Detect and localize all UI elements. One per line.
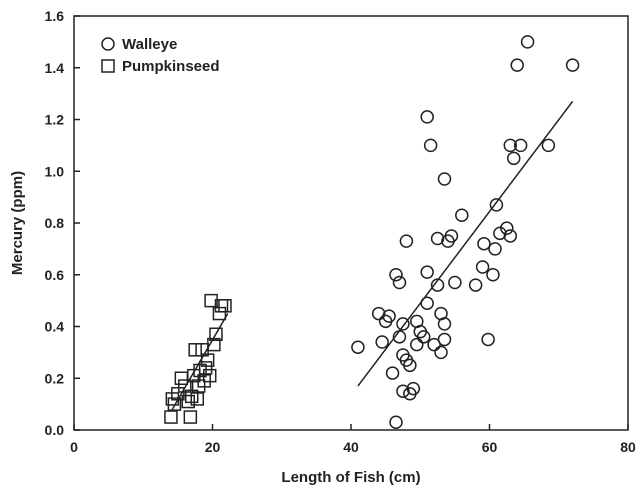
y-axis-title: Mercury (ppm) (9, 171, 26, 275)
data-point-walleye (506, 151, 521, 166)
data-point-walleye (510, 58, 524, 72)
data-point-walleye (477, 236, 491, 251)
data-point-pumpkinseed (202, 368, 217, 383)
data-point-walleye (420, 265, 434, 279)
x-tick-label: 40 (343, 439, 359, 455)
trendline-walleye (357, 100, 574, 387)
data-point-walleye (389, 268, 403, 282)
legend-label-walleye: Walleye (122, 36, 177, 53)
data-point-pumpkinseed (164, 410, 178, 424)
series-walleye (351, 35, 580, 429)
data-point-walleye (420, 110, 434, 124)
data-point-pumpkinseed (181, 394, 196, 409)
x-tick-label: 0 (70, 439, 78, 455)
data-point-walleye (481, 332, 495, 347)
data-point-pumpkinseed (200, 353, 215, 367)
data-point-pumpkinseed (204, 293, 218, 308)
x-tick-label: 20 (205, 439, 221, 455)
data-point-walleye (396, 384, 410, 398)
y-tick-label: 1.0 (45, 163, 65, 179)
series-pumpkinseed (164, 293, 232, 424)
data-point-walleye (371, 306, 386, 321)
data-point-pumpkinseed (174, 371, 189, 385)
data-point-walleye (503, 229, 518, 243)
data-point-walleye (437, 172, 452, 186)
y-tick-label: 0.8 (45, 215, 65, 231)
y-tick-label: 1.2 (45, 112, 65, 128)
data-point-walleye (448, 275, 462, 290)
data-point-walleye (430, 231, 445, 246)
trendline-pumpkinseed (171, 313, 229, 410)
data-point-walleye (520, 35, 535, 49)
data-point-walleye (434, 345, 448, 360)
data-point-pumpkinseed (198, 361, 213, 375)
x-axis-title: Length of Fish (cm) (281, 469, 420, 486)
data-point-walleye (410, 337, 424, 352)
data-point-walleye (513, 138, 528, 153)
x-tick-label: 80 (620, 439, 636, 455)
data-point-walleye (500, 221, 514, 235)
data-point-walleye (396, 317, 410, 331)
data-point-walleye (430, 278, 445, 292)
data-point-walleye (541, 138, 556, 153)
y-tick-label: 1.4 (45, 60, 65, 76)
data-point-walleye (489, 198, 504, 212)
data-point-walleye (375, 335, 389, 349)
data-point-walleye (416, 330, 431, 344)
data-point-pumpkinseed (188, 343, 202, 357)
y-tick-label: 0.4 (45, 319, 65, 335)
marks-layer (164, 35, 580, 429)
data-point-walleye (392, 275, 407, 290)
legend-pumpkinseed-marker (101, 59, 115, 73)
data-point-walleye (493, 226, 507, 241)
legend-label-pumpkinseed: Pumpkinseed (122, 58, 220, 75)
data-point-walleye (486, 268, 500, 282)
data-point-walleye (399, 234, 414, 248)
data-point-walleye (403, 358, 417, 373)
data-point-pumpkinseed (190, 392, 205, 406)
data-point-pumpkinseed (183, 410, 198, 424)
legend-walleye-marker (101, 37, 115, 51)
data-point-walleye (427, 337, 441, 352)
data-point-pumpkinseed (178, 379, 192, 393)
data-point-walleye (389, 415, 403, 429)
data-point-walleye (385, 366, 400, 380)
y-tick-label: 0.6 (45, 267, 65, 283)
y-tick-label: 0.0 (45, 422, 65, 438)
data-point-pumpkinseed (218, 299, 232, 313)
data-point-walleye (406, 381, 421, 396)
axes-layer: 0.0 0.2 0.4 0.6 0.8 1.0 1.2 1.4 1.6 0 20 40 60 80 Leng… (9, 8, 636, 486)
data-point-walleye (455, 208, 469, 222)
legend: Walleye Pumpkinseed (101, 36, 220, 75)
data-point-walleye (565, 58, 580, 72)
data-point-walleye (468, 278, 483, 292)
y-tick-label: 1.6 (45, 8, 65, 24)
plot-frame (73, 15, 629, 431)
data-point-walleye (488, 242, 502, 256)
y-tick-label: 0.2 (45, 370, 65, 386)
data-point-walleye (503, 138, 518, 153)
data-point-walleye (475, 260, 490, 274)
data-point-walleye (444, 229, 459, 243)
x-tick-label: 60 (482, 439, 498, 455)
data-point-walleye (351, 340, 365, 354)
data-point-pumpkinseed (167, 397, 182, 411)
data-point-walleye (437, 317, 452, 331)
data-point-walleye (437, 332, 452, 347)
data-point-pumpkinseed (209, 327, 223, 342)
data-point-walleye (382, 309, 396, 323)
data-point-walleye (423, 138, 438, 153)
